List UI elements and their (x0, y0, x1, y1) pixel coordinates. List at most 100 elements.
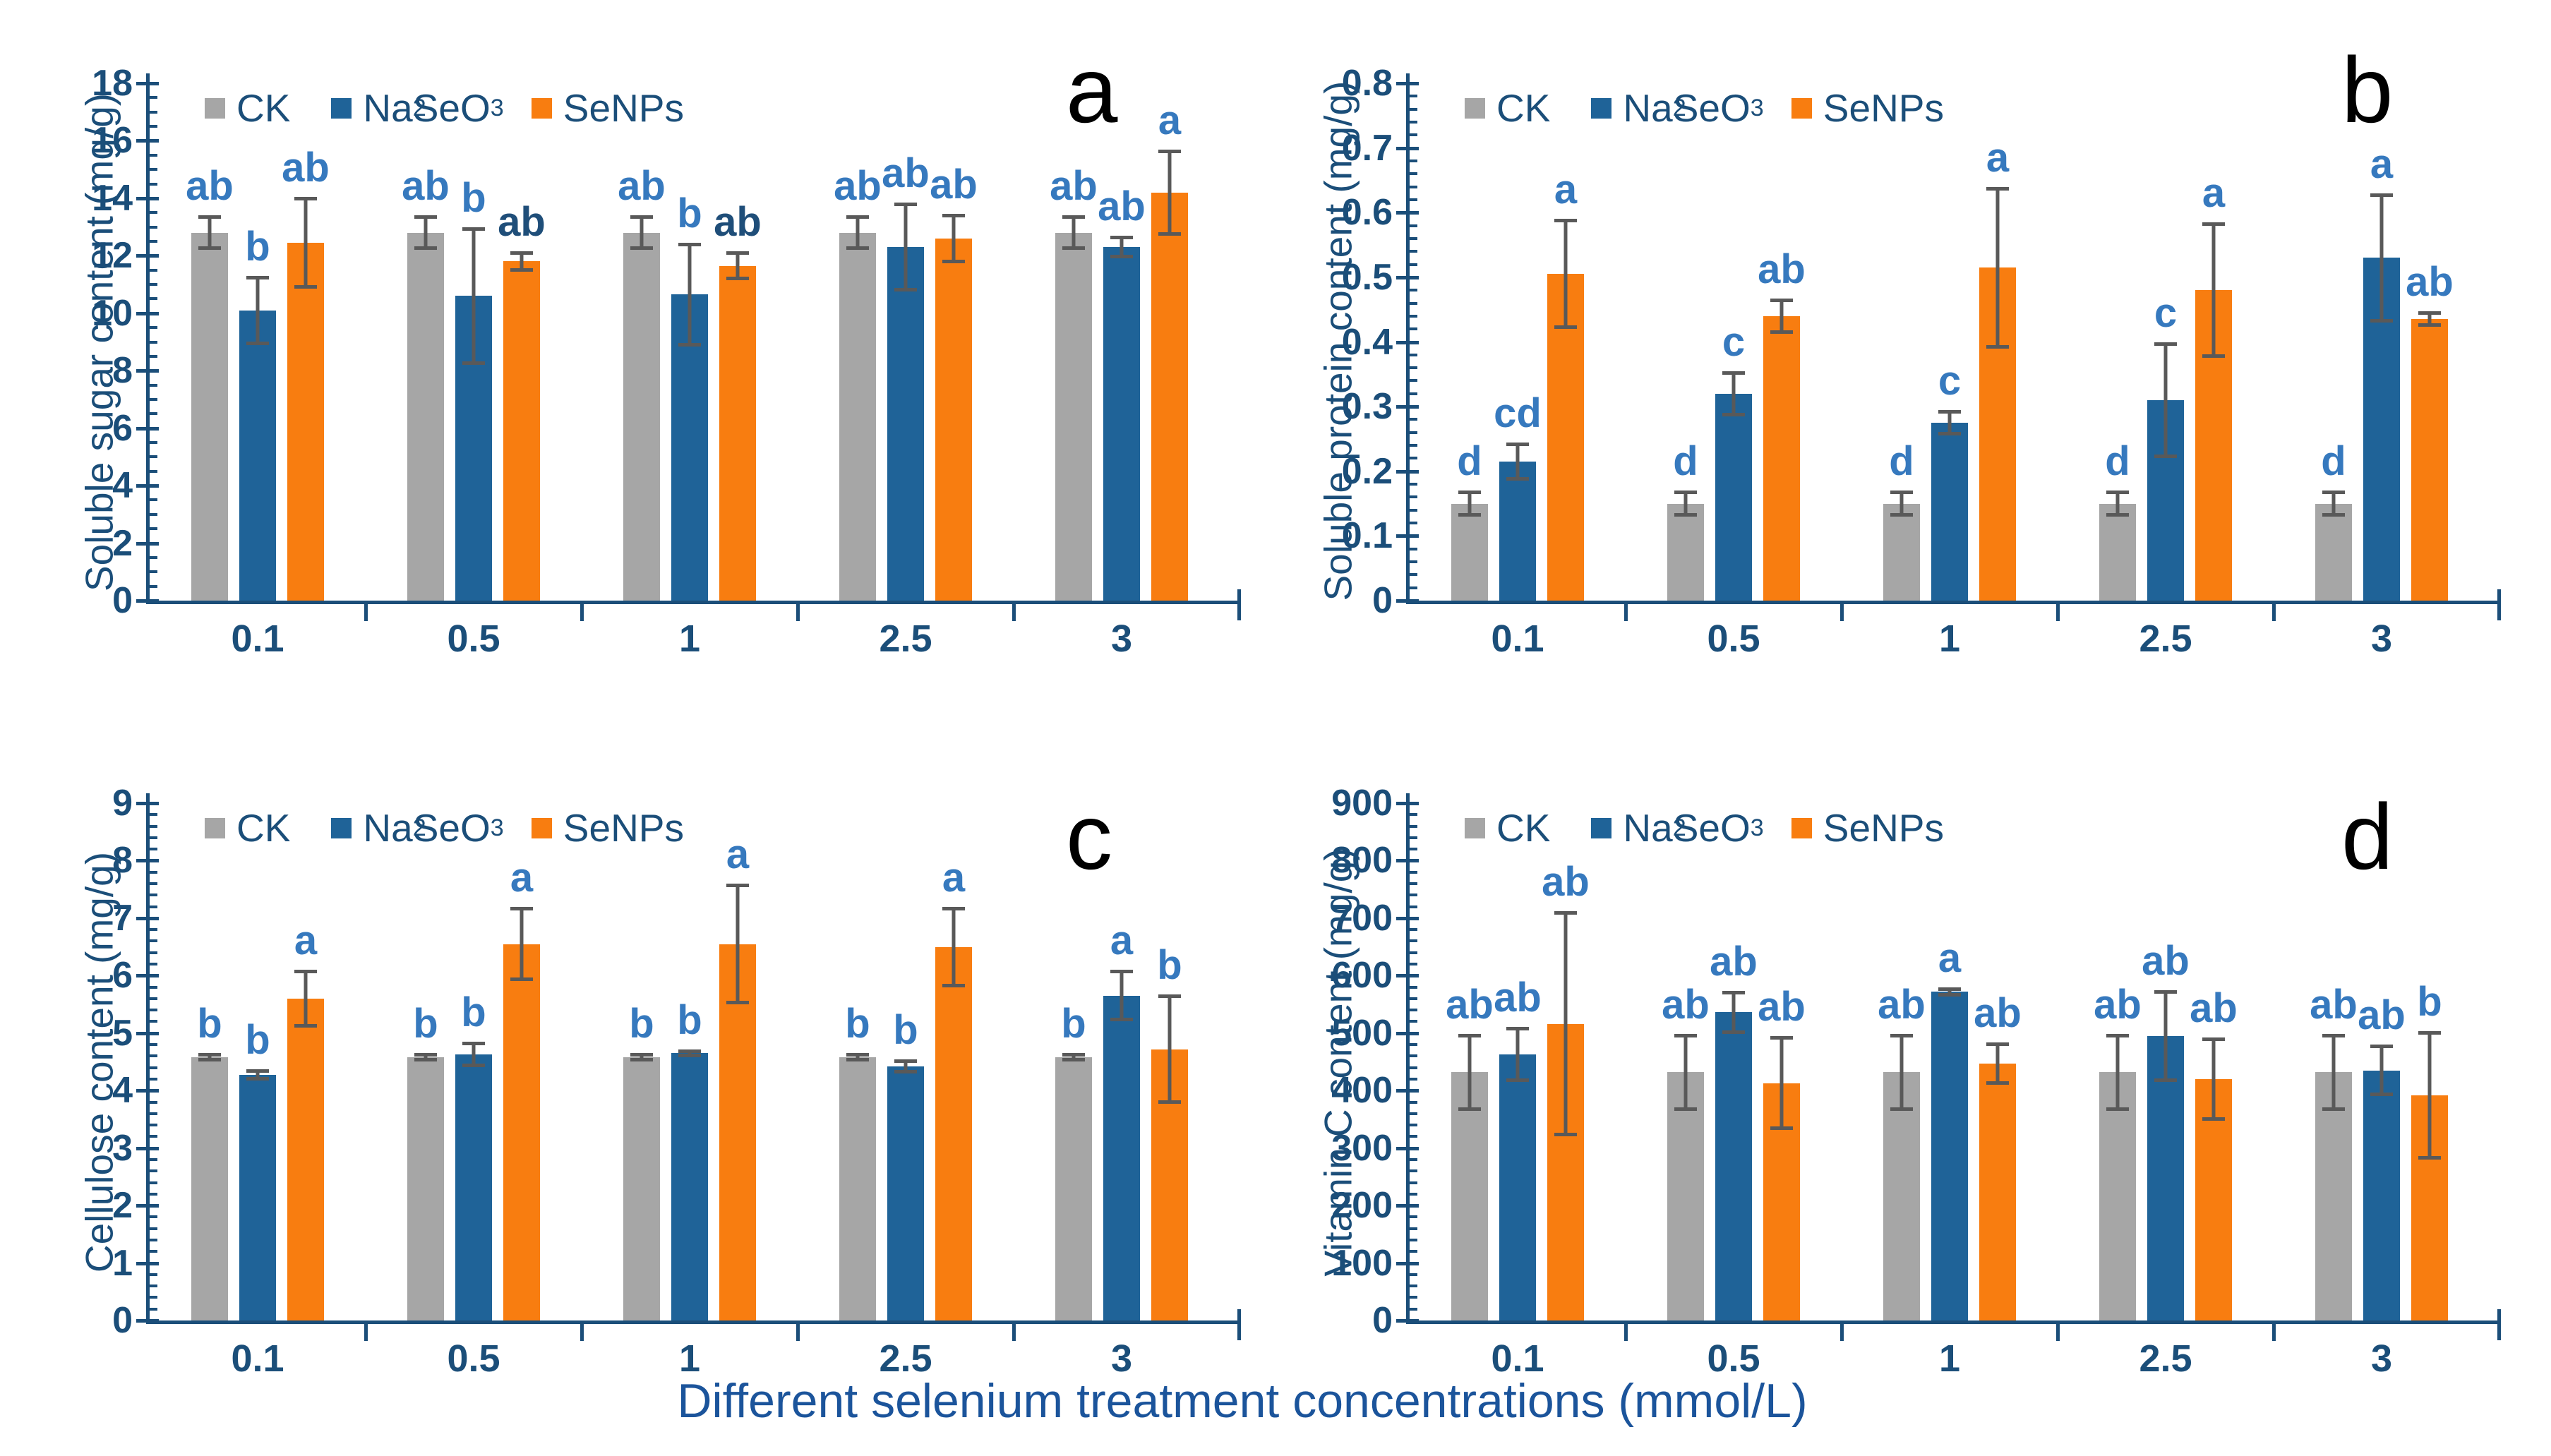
error-bar-cap-bottom (510, 977, 533, 982)
y-minor-tick (1406, 1100, 1417, 1104)
y-minor-tick (146, 455, 157, 459)
error-bar-cap-bottom (294, 285, 317, 289)
y-major-tick (136, 1261, 159, 1265)
error-bar-cap-bottom (1770, 330, 1793, 334)
bar-CK-0.5 (407, 1057, 444, 1320)
y-minor-tick (146, 441, 157, 445)
error-bar-line (1683, 491, 1688, 517)
y-tick-label: 8 (112, 350, 133, 392)
significance-letter: b (461, 989, 486, 1035)
legend-swatch-Na2SeO3 (1591, 817, 1612, 838)
error-bar-SeNPs-2.5 (2202, 222, 2225, 359)
significance-letter: ab (2358, 992, 2406, 1039)
y-minor-tick (146, 96, 157, 100)
bar-Na2SeO3-1 (671, 1053, 708, 1320)
legend-item-CK: CK (1465, 87, 1550, 129)
error-bar-cap-bottom (1890, 1107, 1913, 1111)
legend-label: Na 2 SeO 3 (1623, 806, 1764, 850)
error-bar-cap-bottom (1938, 992, 1961, 997)
x-boundary-tick (580, 604, 584, 621)
y-tick-label: 0.1 (1341, 515, 1393, 557)
bar-Na2SeO3-3 (2363, 1070, 2400, 1320)
error-bar-line (304, 196, 308, 289)
y-tick-label: 500 (1331, 1012, 1393, 1054)
error-bar-cap-bottom (414, 1057, 437, 1061)
bar-Na2SeO3-0.1 (239, 310, 276, 601)
y-major-tick (1396, 146, 1419, 150)
error-bar-cap-bottom (246, 1077, 269, 1081)
subscript-digit: 3 (490, 95, 504, 121)
bar-SeNPs-0.1 (287, 243, 324, 601)
bar-CK-1 (1883, 1072, 1920, 1320)
y-minor-tick (146, 1009, 157, 1012)
error-bar-line (1683, 1033, 1688, 1111)
error-bar-line (1731, 991, 1736, 1034)
error-bar-cap-top (510, 251, 533, 255)
bar-CK-0.5 (407, 232, 444, 601)
y-tick-label: 0.5 (1341, 256, 1393, 298)
significance-letter: b (197, 1001, 222, 1047)
error-bar-CK-0.5 (414, 215, 437, 251)
bar-CK-2.5 (839, 1057, 876, 1320)
y-tick-label: 16 (92, 120, 133, 162)
y-minor-tick (146, 939, 157, 943)
bar-CK-1 (1883, 503, 1920, 601)
significance-letter: a (1158, 97, 1182, 143)
error-bar-cap-top (1722, 371, 1745, 375)
y-major-tick (1396, 275, 1419, 279)
y-minor-tick (146, 1169, 157, 1173)
subscript-digit: 2 (1672, 95, 1686, 121)
y-minor-tick (146, 894, 157, 897)
y-major-tick (1396, 974, 1419, 978)
bar-CK-1 (623, 1057, 660, 1320)
bar-Na2SeO3-0.1 (1499, 1054, 1536, 1320)
bar-Na2SeO3-0.1 (1499, 462, 1536, 601)
x-category-label: 1 (1938, 618, 1961, 660)
error-bar-cap-top (1554, 911, 1577, 915)
error-bar-CK-1 (1890, 1033, 1913, 1111)
error-bar-line (736, 251, 740, 280)
error-bar-cap-bottom (1890, 512, 1913, 517)
error-bar-cap-bottom (942, 983, 965, 987)
error-bar-cap-top (1986, 1042, 2009, 1046)
y-minor-tick (146, 527, 157, 531)
legend-item-SeNPs: SeNPs (531, 86, 684, 130)
bar-CK-3 (2315, 1072, 2352, 1320)
y-axis-line (146, 73, 150, 604)
bar-Na2SeO3-0.5 (455, 1054, 492, 1320)
legend-label: SeNPs (563, 86, 684, 130)
error-bar-cap-top (2154, 989, 2177, 994)
error-bar-Na2SeO3-2.5 (2154, 989, 2177, 1082)
y-tick-label: 0.3 (1341, 386, 1393, 428)
x-boundary-tick (580, 1324, 584, 1341)
x-boundary-tick (2056, 604, 2060, 621)
y-minor-tick (1406, 1284, 1417, 1288)
bar-CK-0.1 (1451, 1072, 1488, 1320)
error-bar-CK-1 (630, 215, 653, 251)
y-minor-tick (1406, 159, 1417, 162)
legend-label: Na 2 SeO 3 (1623, 86, 1764, 130)
error-bar-cap-bottom (462, 1063, 485, 1067)
error-bar-cap-top (1674, 1033, 1697, 1037)
y-major-tick (1396, 1319, 1419, 1323)
legend: CK Na 2 SeO 3 SeNPs (205, 86, 684, 130)
y-major-tick (1396, 1146, 1419, 1150)
y-minor-tick (146, 110, 157, 114)
y-minor-tick (1406, 483, 1417, 486)
y-major-tick (1396, 1089, 1419, 1093)
error-bar-Na2SeO3-0.1 (1506, 442, 1529, 481)
error-bar-cap-bottom (630, 246, 653, 251)
significance-letter: b (461, 174, 486, 221)
significance-letter: b (413, 1001, 438, 1047)
y-major-tick (1396, 405, 1419, 409)
panel-letter: a (1066, 38, 1118, 142)
error-bar-line (1168, 149, 1172, 236)
error-bar-line (1899, 1033, 1904, 1111)
error-bar-cap-top (510, 906, 533, 910)
error-bar-cap-top (678, 1049, 701, 1053)
y-tick-label: 9 (112, 783, 133, 824)
error-bar-SeNPs-3 (2418, 311, 2441, 327)
significance-letter: d (1457, 438, 1482, 485)
error-bar-cap-top (1062, 1053, 1085, 1057)
